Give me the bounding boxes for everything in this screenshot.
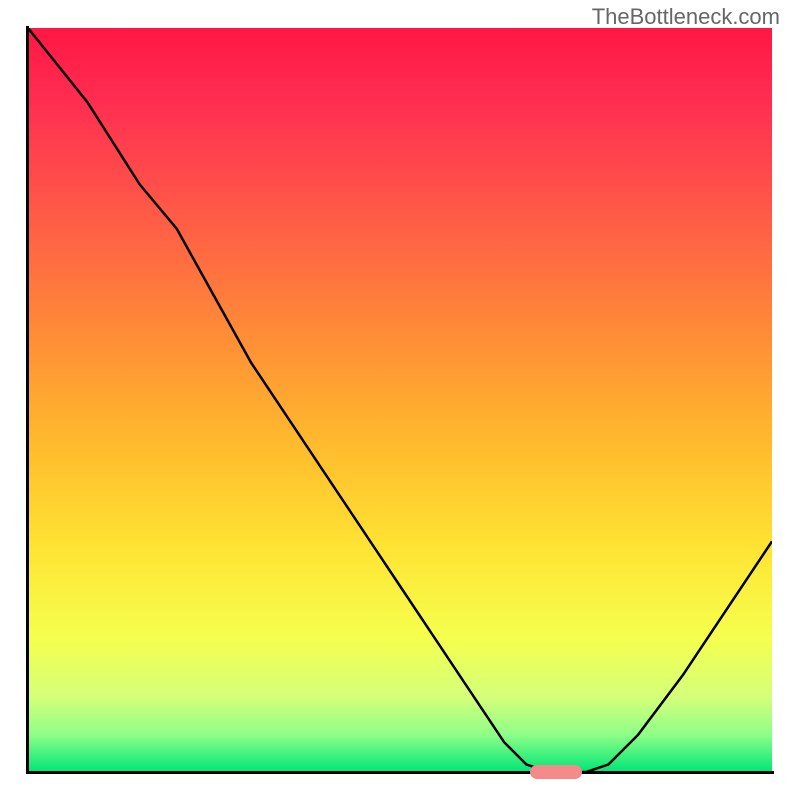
- chart-container: TheBottleneck.com: [0, 0, 800, 800]
- plot-area: [28, 28, 772, 772]
- highlight-marker: [530, 765, 582, 778]
- curve-line: [28, 28, 772, 772]
- watermark-text: TheBottleneck.com: [592, 4, 780, 30]
